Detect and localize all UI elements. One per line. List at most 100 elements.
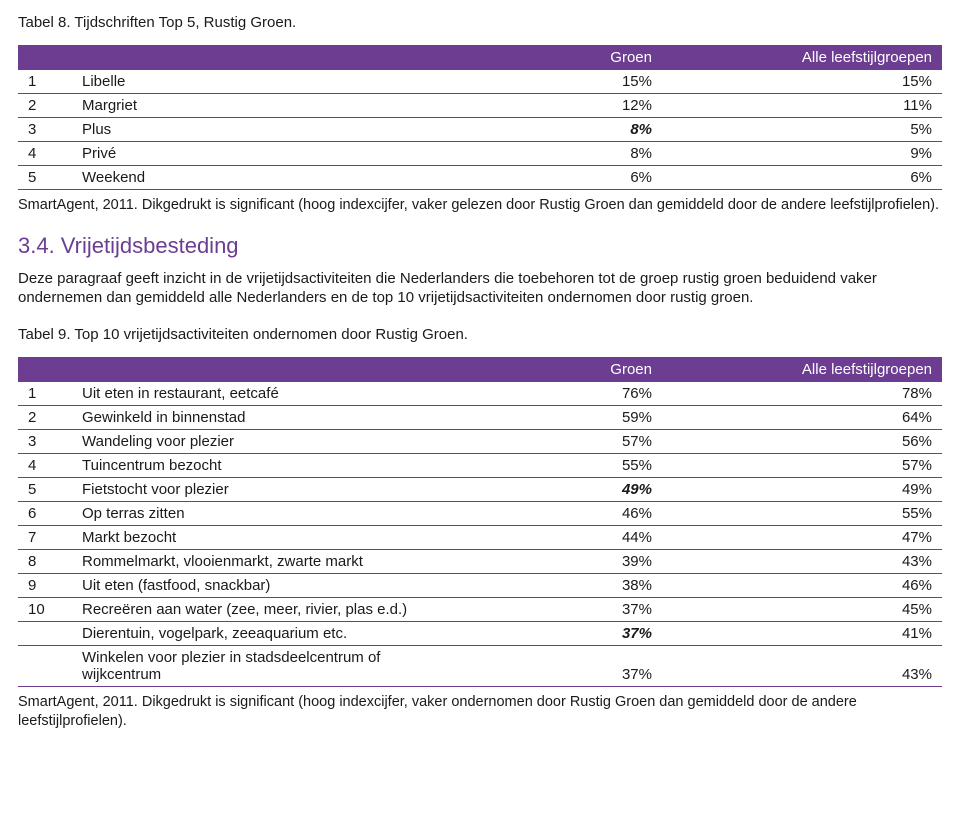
table-row: 1Uit eten in restaurant, eetcafé76%78% (18, 382, 942, 406)
table8-header-row: Groen Alle leefstijlgroepen (18, 45, 942, 70)
row-label: Winkelen voor plezier in stadsdeelcentru… (72, 645, 462, 686)
row-value-alle: 43% (662, 549, 942, 573)
row-value-alle: 56% (662, 429, 942, 453)
table-row: 3Plus8%5% (18, 118, 942, 142)
row-label: Fietstocht voor plezier (72, 477, 462, 501)
table-row: Dierentuin, vogelpark, zeeaquarium etc.3… (18, 621, 942, 645)
row-rank: 5 (18, 166, 72, 190)
row-rank: 6 (18, 501, 72, 525)
table8: Groen Alle leefstijlgroepen 1Libelle15%1… (18, 45, 942, 190)
section-heading: 3.4. Vrijetijdsbesteding (18, 233, 942, 259)
row-value-alle: 46% (662, 573, 942, 597)
row-value-alle: 64% (662, 405, 942, 429)
row-label: Uit eten (fastfood, snackbar) (72, 573, 462, 597)
row-value-groen: 49% (462, 477, 662, 501)
row-value-groen: 38% (462, 573, 662, 597)
row-label: Rommelmarkt, vlooienmarkt, zwarte markt (72, 549, 462, 573)
row-rank (18, 621, 72, 645)
table-row: 4Tuincentrum bezocht55%57% (18, 453, 942, 477)
row-label: Margriet (72, 94, 462, 118)
table9-col-alle: Alle leefstijlgroepen (662, 357, 942, 382)
row-value-alle: 57% (662, 453, 942, 477)
table-row: 1Libelle15%15% (18, 70, 942, 94)
row-label: Dierentuin, vogelpark, zeeaquarium etc. (72, 621, 462, 645)
row-label: Plus (72, 118, 462, 142)
table-row: 5Fietstocht voor plezier49%49% (18, 477, 942, 501)
row-rank: 2 (18, 94, 72, 118)
row-value-alle: 47% (662, 525, 942, 549)
row-value-groen: 39% (462, 549, 662, 573)
row-label: Tuincentrum bezocht (72, 453, 462, 477)
row-rank: 3 (18, 118, 72, 142)
row-rank: 3 (18, 429, 72, 453)
row-label: Op terras zitten (72, 501, 462, 525)
row-value-alle: 5% (662, 118, 942, 142)
row-label: Gewinkeld in binnenstad (72, 405, 462, 429)
row-value-groen: 57% (462, 429, 662, 453)
table9-col-lead (18, 357, 462, 382)
row-value-alle: 55% (662, 501, 942, 525)
row-label: Weekend (72, 166, 462, 190)
table8-footnote: SmartAgent, 2011. Dikgedrukt is signific… (18, 196, 942, 215)
table9: Groen Alle leefstijlgroepen 1Uit eten in… (18, 357, 942, 687)
table-row: 2Gewinkeld in binnenstad59%64% (18, 405, 942, 429)
row-rank: 9 (18, 573, 72, 597)
table8-col-groen: Groen (462, 45, 662, 70)
row-value-alle: 15% (662, 70, 942, 94)
row-rank: 4 (18, 453, 72, 477)
row-label: Recreëren aan water (zee, meer, rivier, … (72, 597, 462, 621)
table9-col-groen: Groen (462, 357, 662, 382)
row-value-groen: 46% (462, 501, 662, 525)
row-value-alle: 45% (662, 597, 942, 621)
row-rank: 10 (18, 597, 72, 621)
row-value-groen: 12% (462, 94, 662, 118)
row-label: Markt bezocht (72, 525, 462, 549)
table-row: 5Weekend6%6% (18, 166, 942, 190)
row-value-alle: 11% (662, 94, 942, 118)
table9-caption: Tabel 9. Top 10 vrijetijdsactiviteiten o… (18, 326, 942, 343)
section-paragraph: Deze paragraaf geeft inzicht in de vrije… (18, 269, 942, 308)
row-rank: 8 (18, 549, 72, 573)
table-row: Winkelen voor plezier in stadsdeelcentru… (18, 645, 942, 686)
row-rank: 7 (18, 525, 72, 549)
row-label: Uit eten in restaurant, eetcafé (72, 382, 462, 406)
table-row: 4Privé8%9% (18, 142, 942, 166)
row-value-groen: 37% (462, 621, 662, 645)
row-rank: 1 (18, 70, 72, 94)
row-value-alle: 49% (662, 477, 942, 501)
row-value-groen: 59% (462, 405, 662, 429)
row-label: Libelle (72, 70, 462, 94)
row-value-groen: 76% (462, 382, 662, 406)
table8-col-alle: Alle leefstijlgroepen (662, 45, 942, 70)
table8-col-lead (18, 45, 462, 70)
row-rank: 4 (18, 142, 72, 166)
row-label: Privé (72, 142, 462, 166)
table8-caption: Tabel 8. Tijdschriften Top 5, Rustig Gro… (18, 14, 942, 31)
row-value-groen: 37% (462, 645, 662, 686)
table-row: 8Rommelmarkt, vlooienmarkt, zwarte markt… (18, 549, 942, 573)
row-rank: 2 (18, 405, 72, 429)
table9-footnote: SmartAgent, 2011. Dikgedrukt is signific… (18, 693, 942, 731)
row-value-groen: 15% (462, 70, 662, 94)
row-rank (18, 645, 72, 686)
row-rank: 5 (18, 477, 72, 501)
row-label: Wandeling voor plezier (72, 429, 462, 453)
row-value-groen: 55% (462, 453, 662, 477)
table-row: 7Markt bezocht44%47% (18, 525, 942, 549)
table-row: 9Uit eten (fastfood, snackbar)38%46% (18, 573, 942, 597)
table-row: 3Wandeling voor plezier57%56% (18, 429, 942, 453)
row-value-groen: 8% (462, 118, 662, 142)
row-value-alle: 41% (662, 621, 942, 645)
row-value-groen: 8% (462, 142, 662, 166)
table-row: 10Recreëren aan water (zee, meer, rivier… (18, 597, 942, 621)
row-value-alle: 6% (662, 166, 942, 190)
row-value-alle: 9% (662, 142, 942, 166)
row-value-groen: 37% (462, 597, 662, 621)
row-rank: 1 (18, 382, 72, 406)
table-row: 2Margriet12%11% (18, 94, 942, 118)
table-row: 6Op terras zitten46%55% (18, 501, 942, 525)
row-value-groen: 6% (462, 166, 662, 190)
row-value-groen: 44% (462, 525, 662, 549)
row-value-alle: 43% (662, 645, 942, 686)
row-value-alle: 78% (662, 382, 942, 406)
